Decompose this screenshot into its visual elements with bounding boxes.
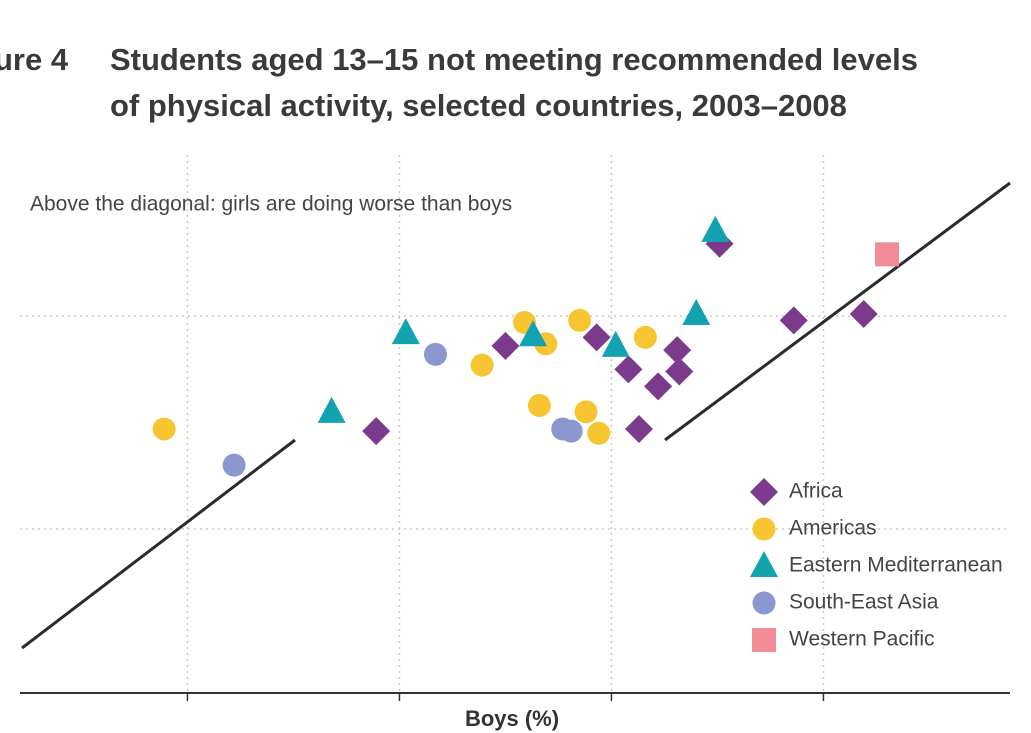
legend-label: Africa xyxy=(789,480,843,503)
chart-title: of physical activity, selected countries… xyxy=(110,88,847,123)
points xyxy=(152,215,900,477)
point xyxy=(519,320,548,347)
legend-marker xyxy=(752,591,776,615)
legend-marker xyxy=(750,551,778,577)
point xyxy=(362,417,391,446)
point xyxy=(849,299,878,328)
annotation: Above the diagonal: girls are doing wors… xyxy=(30,193,512,216)
legend-label: Americas xyxy=(789,517,877,540)
point xyxy=(559,419,583,443)
legend-label: South-East Asia xyxy=(789,591,939,614)
point xyxy=(587,421,611,445)
grid xyxy=(20,155,1010,701)
point xyxy=(582,323,611,352)
point xyxy=(152,417,176,441)
chart-title: Students aged 13–15 not meeting recommen… xyxy=(110,42,918,77)
point xyxy=(665,357,694,386)
point xyxy=(614,355,643,384)
point xyxy=(391,318,420,345)
legend-label: Western Pacific xyxy=(789,628,935,651)
point xyxy=(644,372,673,401)
point xyxy=(424,342,448,366)
legend-marker xyxy=(752,517,776,541)
legend: Africa Americas Eastern Mediterranean South… xyxy=(750,478,1003,652)
point xyxy=(527,394,551,418)
point xyxy=(470,353,494,377)
legend-marker xyxy=(752,628,776,652)
point xyxy=(491,331,520,360)
diagonal xyxy=(21,438,296,650)
point xyxy=(682,298,711,325)
point xyxy=(779,306,808,335)
figure-label: ure 4 xyxy=(0,42,69,77)
point xyxy=(574,400,598,424)
point xyxy=(568,308,592,332)
point xyxy=(663,336,692,365)
x-axis-label: Boys (%) xyxy=(465,706,559,731)
diagonal xyxy=(664,181,1011,442)
point xyxy=(317,396,346,423)
point xyxy=(601,330,630,357)
point xyxy=(625,414,654,443)
legend-label: Eastern Mediterranean xyxy=(789,554,1003,577)
point xyxy=(875,242,900,267)
point xyxy=(222,453,246,477)
point xyxy=(633,325,657,349)
point xyxy=(701,215,730,242)
legend-marker xyxy=(750,478,778,506)
